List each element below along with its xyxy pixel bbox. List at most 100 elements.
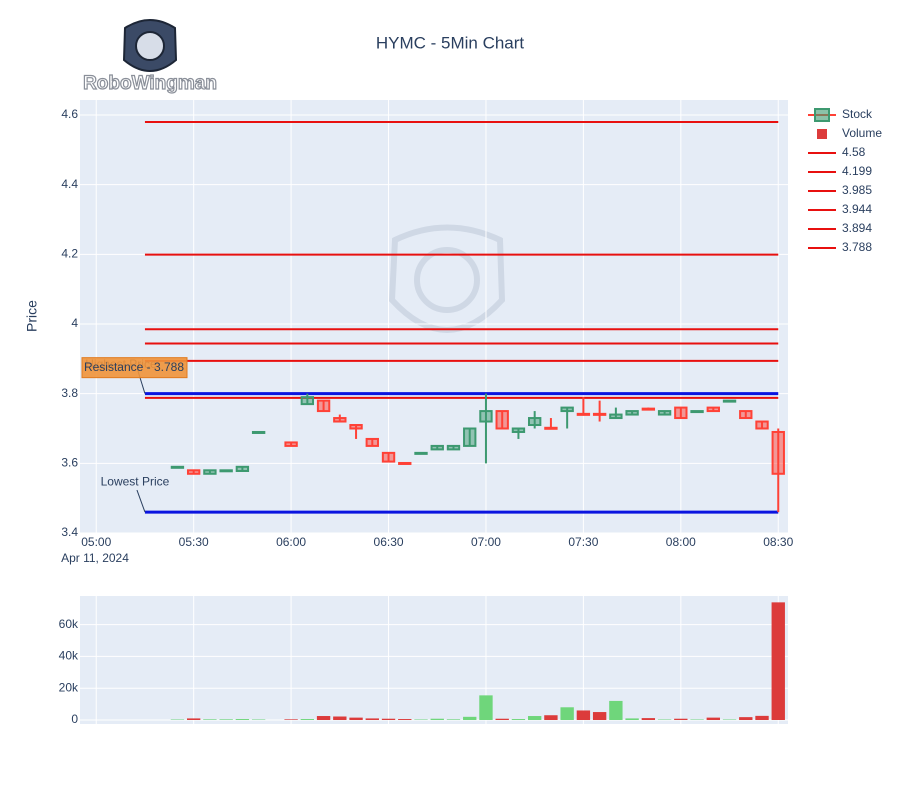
volume-bar xyxy=(333,717,346,720)
candle-body xyxy=(448,446,459,449)
candle-body xyxy=(545,428,556,429)
x-axis-date: Apr 11, 2024 xyxy=(61,551,129,565)
volume-bar xyxy=(236,719,249,720)
volume-bar xyxy=(284,719,297,720)
x-tick-label: 05:00 xyxy=(81,535,111,549)
volume-bar xyxy=(674,719,687,720)
volume-bar xyxy=(544,715,557,720)
volume-bar xyxy=(398,719,411,720)
x-tick-label: 07:00 xyxy=(471,535,501,549)
candle-body xyxy=(578,414,589,415)
volume-bar xyxy=(528,716,541,720)
y-tick-label: 3.8 xyxy=(61,386,78,400)
candle-body xyxy=(773,432,784,474)
candle-body xyxy=(561,408,572,411)
candle-body xyxy=(708,408,719,411)
y-tick-label: 3.6 xyxy=(61,456,78,470)
volume-bar xyxy=(317,716,330,720)
candle-body xyxy=(285,442,296,445)
candle-body xyxy=(188,470,199,473)
y-tick-label: 4.2 xyxy=(61,246,78,260)
y-tick-label: 4.4 xyxy=(61,177,78,191)
candle-body xyxy=(594,414,605,415)
x-tick-label: 08:30 xyxy=(763,535,793,549)
candle-body xyxy=(740,411,751,418)
volume-bar xyxy=(463,717,476,720)
candle-body xyxy=(643,409,654,410)
candle-body xyxy=(513,428,524,431)
legend-label: 3.788 xyxy=(842,240,872,254)
volume-bar xyxy=(366,718,379,720)
legend-label: Volume xyxy=(842,126,882,140)
y-tick-label: 3.4 xyxy=(61,525,78,539)
volume-bar xyxy=(382,719,395,720)
legend-label: 3.944 xyxy=(842,202,872,216)
candle-body xyxy=(318,401,329,411)
volume-bar xyxy=(707,718,720,720)
volume-bar xyxy=(431,719,444,720)
candle-body xyxy=(204,470,215,473)
volume-plot-area xyxy=(80,596,788,724)
y-tick-label: 4.6 xyxy=(61,107,78,121)
candle-body xyxy=(464,428,475,445)
candle-body xyxy=(415,453,426,454)
candle-body xyxy=(626,411,637,414)
legend-label: Stock xyxy=(842,107,873,121)
x-tick-label: 06:30 xyxy=(374,535,404,549)
volume-bar xyxy=(642,718,655,720)
legend-label: 3.894 xyxy=(842,221,872,235)
volume-bar xyxy=(772,602,785,720)
legend-symbol xyxy=(815,109,829,121)
candle-body xyxy=(367,439,378,446)
candle-body xyxy=(302,397,313,404)
candle-body xyxy=(220,470,231,471)
volume-bar xyxy=(625,718,638,720)
price-plot-area xyxy=(80,100,788,533)
chart-title: HYMC - 5Min Chart xyxy=(376,33,525,52)
candle-body xyxy=(675,408,686,418)
candle-body xyxy=(334,418,345,421)
candle-body xyxy=(383,453,394,462)
legend-label: 4.199 xyxy=(842,164,872,178)
y-axis-title: Price xyxy=(24,300,40,332)
x-tick-label: 06:00 xyxy=(276,535,306,549)
volume-bar xyxy=(301,719,314,720)
candle-body xyxy=(172,467,183,468)
volume-bar xyxy=(187,718,200,720)
candle-body xyxy=(253,432,264,433)
candle-body xyxy=(350,425,361,428)
volume-tick-label: 40k xyxy=(59,649,79,663)
candle-body xyxy=(756,422,767,429)
candle-body xyxy=(691,411,702,412)
y-tick-label: 4 xyxy=(71,316,78,330)
volume-tick-label: 20k xyxy=(59,680,79,694)
logo-text: RoboWingman xyxy=(83,73,217,94)
resistance-label: Resistance - 3.788 xyxy=(84,360,184,374)
volume-bar xyxy=(512,719,525,720)
volume-bar xyxy=(349,718,362,720)
volume-bar xyxy=(755,716,768,720)
x-tick-label: 07:30 xyxy=(568,535,598,549)
volume-bar xyxy=(219,719,232,720)
candle-body xyxy=(480,411,491,421)
candle-body xyxy=(659,411,670,414)
candle-body xyxy=(399,463,410,464)
x-tick-label: 08:00 xyxy=(666,535,696,549)
volume-bar xyxy=(593,712,606,720)
volume-tick-label: 60k xyxy=(59,617,79,631)
volume-bar xyxy=(203,719,216,720)
candle-body xyxy=(237,467,248,471)
candle-body xyxy=(432,446,443,449)
candle-body xyxy=(610,415,621,418)
logo-icon xyxy=(124,20,176,71)
volume-bar xyxy=(560,707,573,720)
candle-body xyxy=(497,411,508,428)
legend-symbol xyxy=(817,129,827,139)
volume-tick-label: 0 xyxy=(71,712,78,726)
volume-bar xyxy=(739,717,752,720)
legend-label: 3.985 xyxy=(842,183,872,197)
candle-body xyxy=(529,418,540,425)
volume-bar xyxy=(577,710,590,720)
volume-bar xyxy=(447,719,460,720)
